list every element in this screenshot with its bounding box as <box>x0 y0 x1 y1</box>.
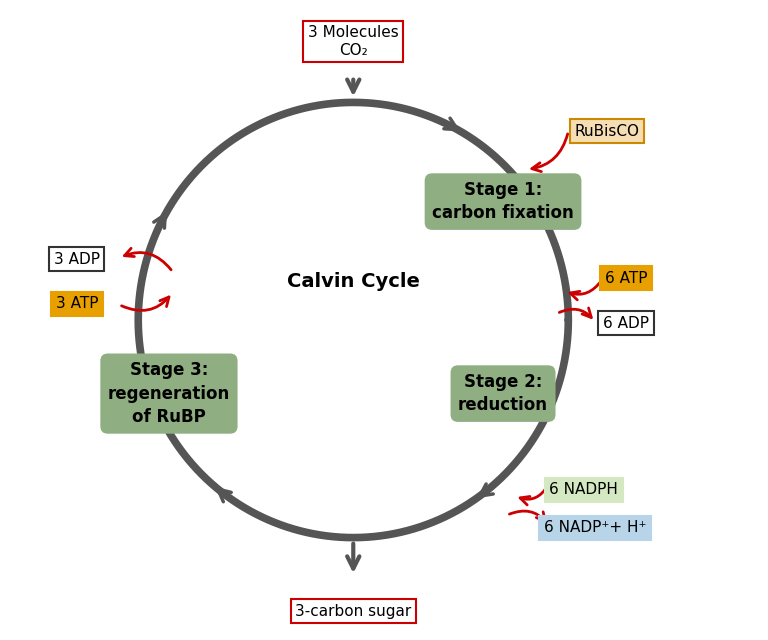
Text: Stage 1:
carbon fixation: Stage 1: carbon fixation <box>432 180 574 222</box>
Text: 6 NADP⁺+ H⁺: 6 NADP⁺+ H⁺ <box>544 520 647 536</box>
Text: 6 ADP: 6 ADP <box>603 316 649 331</box>
Text: 3-carbon sugar: 3-carbon sugar <box>295 604 412 619</box>
Text: 6 NADPH: 6 NADPH <box>549 482 618 497</box>
Text: 3 ADP: 3 ADP <box>54 252 100 267</box>
Text: RuBisCO: RuBisCO <box>574 124 639 139</box>
Text: 6 ATP: 6 ATP <box>604 271 647 286</box>
Text: Calvin Cycle: Calvin Cycle <box>286 272 420 291</box>
Text: Stage 3:
regeneration
of RuBP: Stage 3: regeneration of RuBP <box>108 361 230 426</box>
Text: 3 ATP: 3 ATP <box>55 296 98 312</box>
Text: 3 Molecules
CO₂: 3 Molecules CO₂ <box>308 26 399 58</box>
Text: Stage 2:
reduction: Stage 2: reduction <box>458 372 548 415</box>
